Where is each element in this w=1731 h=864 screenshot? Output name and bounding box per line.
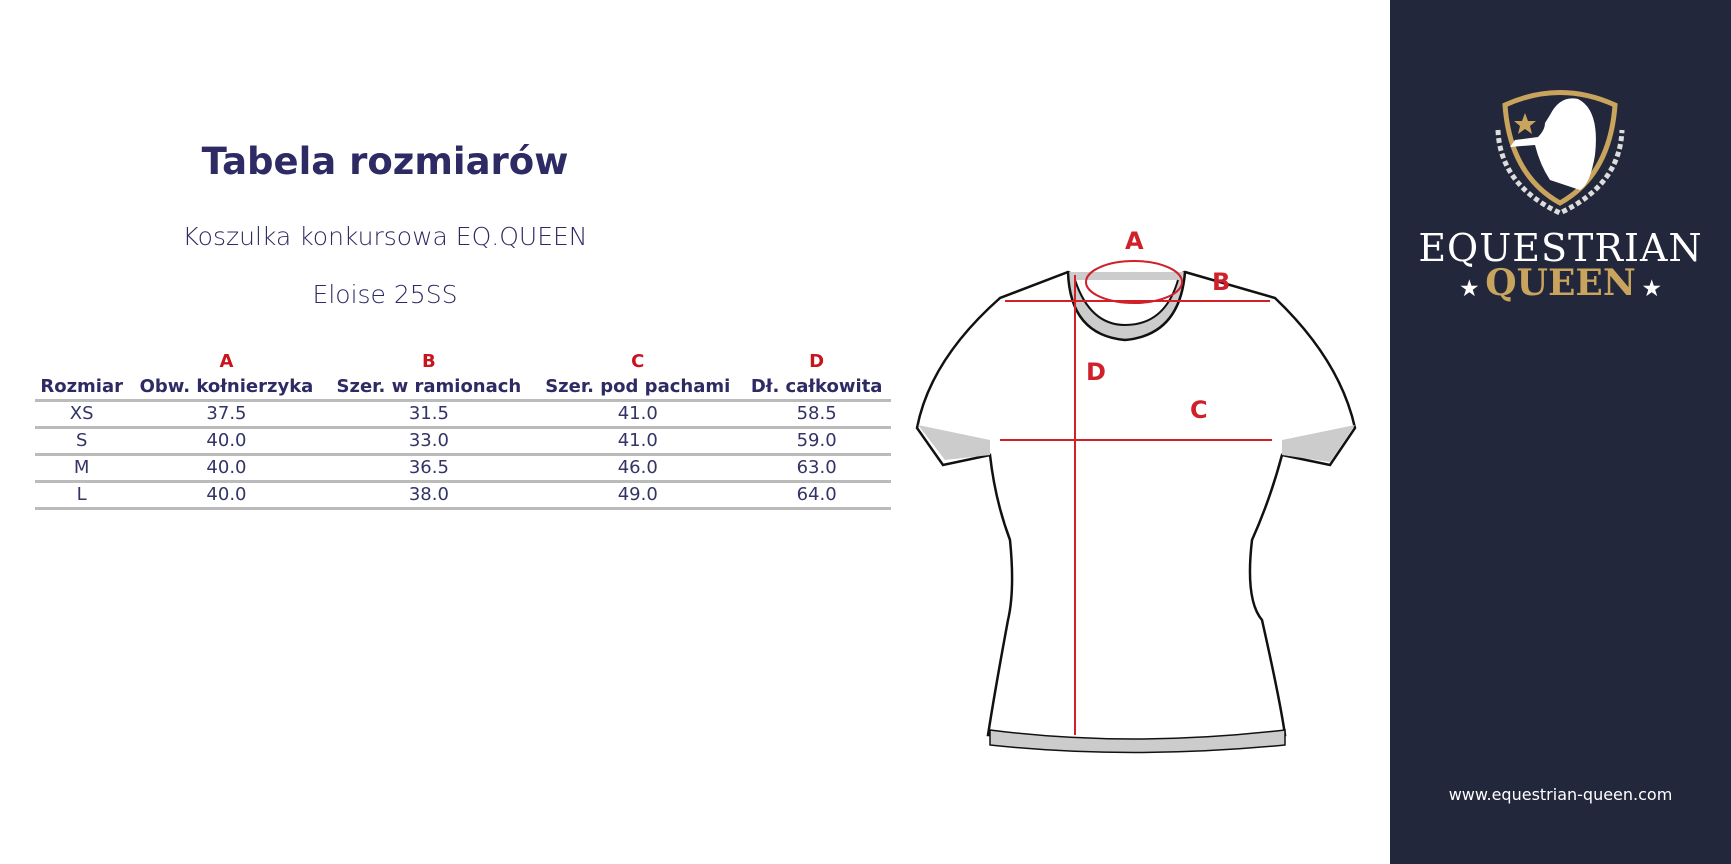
column-header: Szer. w ramionach [324,374,534,402]
table-cell: 40.0 [128,481,325,510]
label-a: A [1125,227,1144,255]
table-cell: 40.0 [128,427,325,456]
measurement-letters-row: A B C D [35,348,891,374]
table-cell: 38.0 [324,481,534,510]
header-row: Rozmiar Obw. kołnierzyka Szer. w ramiona… [35,374,891,402]
size-table: A B C D Rozmiar Obw. kołnierzyka Szer. w… [35,348,891,510]
brand-name: EQUESTRIAN [1418,226,1703,270]
table-cell: 59.0 [742,427,891,456]
product-name: Koszulka konkursowa EQ.QUEEN [182,222,588,251]
letter [35,348,128,374]
column-header: Szer. pod pachami [533,374,743,402]
table-cell: 41.0 [533,400,743,429]
table-cell: 63.0 [742,454,891,483]
column-header: Obw. kołnierzyka [128,374,325,402]
brand-subname: ★ QUEEN ★ [1460,262,1661,304]
label-b: B [1212,268,1230,296]
column-header: Dł. całkowita [742,374,891,402]
table-cell: L [35,481,129,510]
table-cell: 41.0 [533,427,743,456]
table-row: L 40.0 38.0 49.0 64.0 [35,481,891,510]
column-header: Rozmiar [35,374,129,402]
table-cell: S [35,427,129,456]
brand-sidebar: EQUESTRIAN ★ QUEEN ★ www.equestrian-quee… [1390,0,1731,864]
table-cell: 49.0 [533,481,743,510]
letter: C [631,350,645,372]
tshirt-diagram: A B C D [915,227,1357,754]
letter: D [809,350,825,372]
table-cell: M [35,454,129,483]
page-title: Tabela rozmiarów [201,140,569,183]
table-row: S 40.0 33.0 41.0 59.0 [35,427,891,456]
website-url[interactable]: www.equestrian-queen.com [1448,785,1673,804]
table-row: M 40.0 36.5 46.0 63.0 [35,454,891,483]
product-model: Eloise 25SS [312,280,458,309]
letter: B [422,350,436,372]
horse-crest-logo [1495,90,1625,215]
table-cell: 58.5 [742,400,891,429]
table-cell: 37.5 [128,400,325,429]
label-c: C [1190,396,1208,424]
table-cell: 36.5 [324,454,534,483]
label-d: D [1086,358,1106,386]
table-cell: 40.0 [128,454,325,483]
table-cell: 64.0 [742,481,891,510]
letter: A [219,350,234,372]
table-cell: 31.5 [324,400,534,429]
table-cell: 33.0 [324,427,534,456]
brand-queen: QUEEN [1485,262,1636,304]
table-cell: 46.0 [533,454,743,483]
size-chart-panel: Tabela rozmiarów Koszulka konkursowa EQ.… [35,140,1357,754]
table-cell: XS [35,400,129,429]
table-row: XS 37.5 31.5 41.0 58.5 [35,400,891,429]
